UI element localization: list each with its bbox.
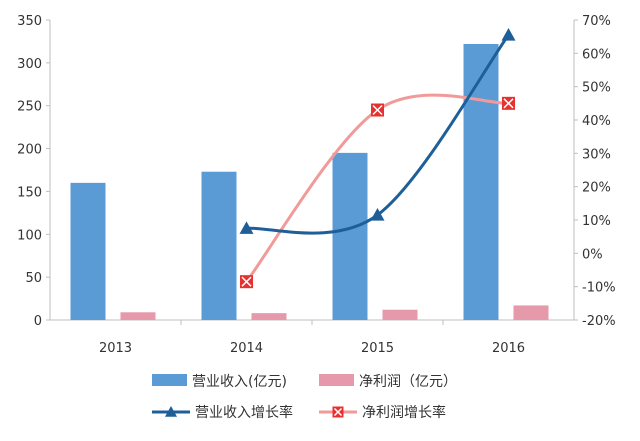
legend-label-net-profit-growth: 净利润增长率 — [362, 404, 446, 421]
point-revenue-growth — [370, 208, 385, 221]
line-revenue-growth — [246, 34, 510, 235]
x-tick-label: 2015 — [361, 341, 394, 356]
y-right-tick-label: -20% — [582, 314, 616, 329]
point-net-profit-growth-cross — [241, 276, 252, 287]
point-net-profit-growth — [502, 96, 515, 110]
y-left-tick-label: 300 — [17, 57, 42, 72]
bar-revenue — [70, 182, 106, 320]
bar-revenue — [201, 171, 237, 320]
x-tick-label: 2013 — [99, 341, 132, 356]
y-right-tick-label: 10% — [582, 214, 611, 229]
legend-marker-net-profit-growth — [332, 406, 344, 418]
y-right-tick-label: 20% — [582, 181, 611, 196]
y-left-tick-label: 50 — [25, 271, 42, 286]
y-right-tick-label: 0% — [582, 247, 603, 262]
y-right-tick-label: 30% — [582, 147, 611, 162]
point-net-profit-growth — [240, 275, 253, 289]
y-left-tick-label: 0 — [34, 314, 42, 329]
bar-revenue — [332, 152, 368, 320]
y-right-tick-label: 70% — [582, 14, 611, 29]
y-right-tick-label: 60% — [582, 47, 611, 62]
legend-marker-revenue-growth — [165, 406, 177, 417]
y-left-tick-label: 350 — [17, 14, 42, 29]
legend-swatch-revenue — [152, 374, 187, 386]
y-left-tick-label: 150 — [17, 185, 42, 200]
x-tick-label: 2016 — [492, 341, 525, 356]
y-left-tick-label: 100 — [17, 228, 42, 243]
bar-net-profit — [382, 309, 418, 320]
point-net-profit-growth-cross — [503, 98, 514, 109]
y-left-tick-label: 250 — [17, 100, 42, 115]
point-net-profit-growth — [371, 103, 384, 117]
legend-marker-net-profit-growth-cross — [333, 407, 343, 417]
y-right-tick-label: -10% — [582, 281, 616, 296]
bar-net-profit — [120, 312, 156, 320]
point-revenue-growth — [501, 28, 516, 41]
point-revenue-growth — [239, 221, 254, 234]
bar-net-profit — [513, 305, 549, 320]
point-net-profit-growth-cross — [372, 104, 383, 116]
legend-swatch-net-profit — [319, 374, 354, 386]
y-right-tick-label: 50% — [582, 81, 611, 96]
bar-revenue — [463, 44, 499, 320]
legend: 营业收入(亿元) 净利润（亿元） 营业收入增长率 净利润增长率 — [152, 374, 457, 421]
legend-label-net-profit: 净利润（亿元） — [359, 374, 457, 390]
legend-label-revenue: 营业收入(亿元) — [192, 374, 287, 390]
y-right-tick-label: 40% — [582, 114, 611, 129]
y-left-tick-label: 200 — [17, 143, 42, 158]
legend-label-revenue-growth: 营业收入增长率 — [195, 404, 293, 421]
bar-net-profit — [251, 313, 287, 320]
x-tick-label: 2014 — [230, 341, 263, 356]
